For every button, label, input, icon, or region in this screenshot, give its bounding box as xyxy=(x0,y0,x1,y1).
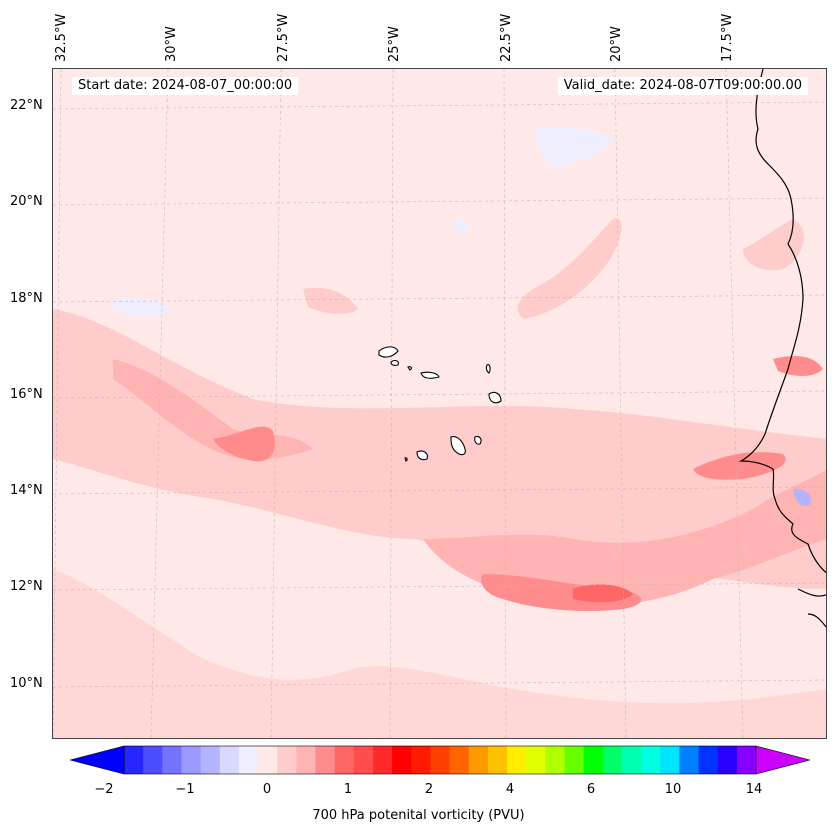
colorbar-segment xyxy=(468,746,489,774)
colorbar xyxy=(70,745,810,775)
map-panel[interactable] xyxy=(52,68,827,739)
colorbar-min-extension xyxy=(70,745,125,775)
colorbar-segment xyxy=(392,746,412,774)
valid-date-label: Valid_date: 2024-08-07T09:00:00.00 xyxy=(557,77,808,95)
lat-label-16n: 16°N xyxy=(10,387,43,402)
colorbar-segment xyxy=(736,746,757,774)
lat-label-20n: 20°N xyxy=(10,194,43,209)
colorbar-segment xyxy=(411,746,431,774)
colorbar-segment xyxy=(219,746,240,774)
lon-label-17-5w: 17.5°W xyxy=(720,13,735,62)
colorbar-segment xyxy=(602,746,623,774)
lat-label-14n: 14°N xyxy=(10,483,43,498)
colorbar-segment xyxy=(200,746,221,774)
colorbar-segment xyxy=(507,746,527,774)
colorbar-segment xyxy=(583,746,604,774)
colorbar-segment xyxy=(258,746,278,774)
colorbar-segment xyxy=(430,746,451,774)
lat-label-22n: 22°N xyxy=(10,98,43,113)
colorbar-segments xyxy=(123,745,757,775)
colorbar-tick-neg1: −1 xyxy=(175,782,195,797)
colorbar-segment xyxy=(162,746,182,774)
colorbar-segment xyxy=(124,746,144,774)
colorbar-segment xyxy=(679,746,700,774)
colorbar-segment xyxy=(564,746,585,774)
cape-verde-islands xyxy=(378,346,502,462)
colorbar-tick-14: 14 xyxy=(745,782,763,797)
colorbar-tick-10: 10 xyxy=(664,782,682,797)
colorbar-tick-6: 6 xyxy=(586,782,596,797)
colorbar-segment xyxy=(545,746,565,774)
colorbar-segment xyxy=(660,746,680,774)
gridlines xyxy=(53,69,826,738)
colorbar-segment xyxy=(296,746,317,774)
colorbar-segment xyxy=(487,746,508,774)
colorbar-tick-2: 2 xyxy=(424,782,434,797)
lat-label-18n: 18°N xyxy=(10,291,43,306)
colorbar-segment xyxy=(181,746,202,774)
colorbar-segment xyxy=(238,746,259,774)
pv-field-map xyxy=(53,69,826,738)
coastline xyxy=(738,69,826,628)
start-date-label: Start date: 2024-08-07_00:00:00 xyxy=(72,77,299,95)
colorbar-segment xyxy=(372,746,393,774)
colorbar-max-extension xyxy=(755,745,810,775)
lon-label-22-5w: 22.5°W xyxy=(499,13,514,62)
colorbar-segment xyxy=(143,746,163,774)
lon-label-32-5w: 32.5°W xyxy=(54,13,69,62)
colorbar-tick-4: 4 xyxy=(505,782,515,797)
colorbar-segment xyxy=(277,746,297,774)
colorbar-segment xyxy=(315,746,336,774)
colorbar-segment xyxy=(353,746,374,774)
lon-label-25w: 25°W xyxy=(387,26,402,62)
colorbar-tick-0: 0 xyxy=(262,782,272,797)
lon-label-27-5w: 27.5°W xyxy=(276,13,291,62)
colorbar-segment xyxy=(621,746,642,774)
pv-contours xyxy=(53,127,826,738)
colorbar-segment xyxy=(698,746,719,774)
lon-label-30w: 30°W xyxy=(164,26,179,62)
colorbar-tick-1: 1 xyxy=(343,782,353,797)
colorbar-segment xyxy=(449,746,470,774)
colorbar-segment xyxy=(526,746,546,774)
colorbar-segment xyxy=(334,746,355,774)
lon-label-20w: 20°W xyxy=(609,26,624,62)
colorbar-tick-neg2: −2 xyxy=(94,782,114,797)
colorbar-segment xyxy=(641,746,661,774)
colorbar-segment xyxy=(717,746,738,774)
colorbar-label: 700 hPa potenital vorticity (PVU) xyxy=(312,808,525,823)
lat-label-12n: 12°N xyxy=(10,579,43,594)
lat-label-10n: 10°N xyxy=(10,676,43,691)
